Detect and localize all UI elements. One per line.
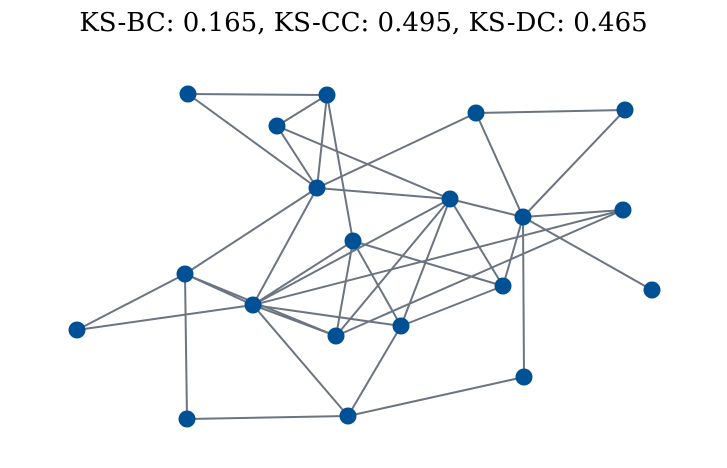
edge-n13-n16 xyxy=(400,285,504,327)
edge-n1-n2 xyxy=(187,93,328,96)
edges-group xyxy=(76,93,653,420)
edge-n3-n7 xyxy=(276,125,451,200)
edge-n2-n3 xyxy=(276,94,328,127)
node-n11 xyxy=(614,201,632,219)
edge-n12-n15 xyxy=(252,304,337,337)
edge-n9-n13 xyxy=(352,240,504,287)
edge-n12-n14 xyxy=(76,304,254,331)
node-n12 xyxy=(244,296,262,314)
edge-n16-n20 xyxy=(347,325,402,417)
edge-n6-n10 xyxy=(184,187,318,275)
edge-n12-n20 xyxy=(252,304,349,417)
edge-n9-n15 xyxy=(335,240,354,337)
node-n1 xyxy=(179,85,197,103)
node-n15 xyxy=(327,327,345,345)
edge-n1-n6 xyxy=(187,93,318,189)
edge-n19-n20 xyxy=(186,415,349,420)
node-n14 xyxy=(68,321,86,339)
edge-n4-n5 xyxy=(475,109,626,114)
node-n20 xyxy=(339,407,357,425)
edge-n8-n11 xyxy=(522,209,624,218)
edge-n7-n8 xyxy=(449,198,524,218)
edge-n7-n15 xyxy=(335,198,451,337)
edge-n11-n12 xyxy=(252,209,624,306)
node-n5 xyxy=(616,101,634,119)
edge-n5-n8 xyxy=(522,109,626,218)
node-n13 xyxy=(494,277,512,295)
node-n6 xyxy=(308,179,326,197)
edge-n4-n8 xyxy=(475,112,524,218)
edge-n10-n14 xyxy=(76,273,186,331)
node-n3 xyxy=(268,117,286,135)
edge-n8-n13 xyxy=(502,216,524,287)
chart-title: KS-BC: 0.165, KS-CC: 0.495, KS-DC: 0.465 xyxy=(79,8,648,38)
edge-n4-n6 xyxy=(316,112,477,189)
node-n4 xyxy=(467,104,485,122)
node-n16 xyxy=(392,317,410,335)
node-n2 xyxy=(318,86,336,104)
nodes-group xyxy=(68,85,661,428)
edge-n3-n6 xyxy=(276,125,318,189)
edge-n18-n20 xyxy=(347,376,525,417)
edge-n10-n19 xyxy=(184,273,188,420)
edge-n6-n12 xyxy=(252,187,318,306)
edge-n2-n9 xyxy=(326,94,354,242)
node-n18 xyxy=(515,368,533,386)
node-n10 xyxy=(176,265,194,283)
edge-n7-n13 xyxy=(449,198,504,287)
edge-n6-n7 xyxy=(316,187,451,200)
edge-n12-n16 xyxy=(252,304,402,327)
node-n8 xyxy=(514,208,532,226)
node-n17 xyxy=(643,281,661,299)
edge-n9-n12 xyxy=(252,240,354,306)
edge-n8-n17 xyxy=(522,216,653,291)
node-n9 xyxy=(344,232,362,250)
edge-n2-n6 xyxy=(316,94,328,189)
node-n19 xyxy=(178,410,196,428)
node-n7 xyxy=(441,190,459,208)
edge-n8-n18 xyxy=(522,216,525,378)
edge-n11-n15 xyxy=(335,209,624,337)
